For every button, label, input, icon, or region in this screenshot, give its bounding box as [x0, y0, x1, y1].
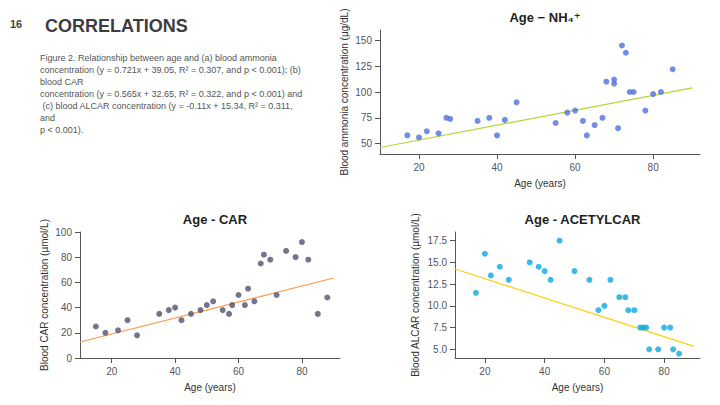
- svg-text:5.0: 5.0: [433, 344, 447, 355]
- svg-text:60: 60: [570, 162, 582, 173]
- svg-text:Blood ALCAR concentration (µmo: Blood ALCAR concentration (µmol/L): [410, 213, 421, 377]
- svg-text:Age - ACETYLCAR: Age - ACETYLCAR: [525, 212, 641, 227]
- svg-text:150: 150: [355, 35, 372, 46]
- svg-text:16: 16: [10, 18, 22, 30]
- svg-text:blood CAR: blood CAR: [40, 77, 84, 87]
- svg-text:60: 60: [233, 366, 245, 377]
- svg-text:Figure 2. Relationship between: Figure 2. Relationship between age and (…: [40, 53, 279, 63]
- svg-text:Blood CAR concentration (µmol/: Blood CAR concentration (µmol/L): [39, 219, 50, 371]
- svg-text:12.5: 12.5: [428, 279, 448, 290]
- svg-text:20: 20: [106, 366, 118, 377]
- svg-text:10.0: 10.0: [428, 300, 448, 311]
- svg-text:40: 40: [61, 302, 73, 313]
- svg-text:17.5: 17.5: [428, 235, 448, 246]
- svg-text:60: 60: [599, 366, 611, 377]
- svg-text:concentration (y = 0.721x + 39: concentration (y = 0.721x + 39.05, R² = …: [40, 65, 303, 75]
- svg-text:75: 75: [361, 112, 373, 123]
- svg-text:0: 0: [66, 353, 72, 364]
- svg-text:Age - CAR: Age - CAR: [183, 212, 248, 227]
- svg-text:Blood ammonia concentration (µ: Blood ammonia concentration (µg/dL): [339, 9, 350, 176]
- svg-text:Age (years): Age (years): [552, 382, 604, 393]
- svg-text:100: 100: [55, 227, 72, 238]
- svg-text:125: 125: [355, 61, 372, 72]
- svg-text:7.5: 7.5: [433, 322, 447, 333]
- svg-text:concentration (y = 0.565x + 32: concentration (y = 0.565x + 32.65, R² = …: [40, 89, 302, 99]
- svg-text:40: 40: [492, 162, 504, 173]
- svg-text:20: 20: [413, 162, 425, 173]
- svg-text:40: 40: [170, 366, 182, 377]
- svg-text:Age (years): Age (years): [184, 382, 236, 393]
- svg-text:(c) blood ALCAR concentration: (c) blood ALCAR concentration (y = -0.11…: [40, 101, 295, 111]
- svg-text:20: 20: [479, 366, 491, 377]
- svg-text:Age (years): Age (years): [514, 178, 566, 189]
- svg-text:p < 0.001).: p < 0.001).: [40, 125, 83, 135]
- svg-text:80: 80: [296, 366, 308, 377]
- svg-text:CORRELATIONS: CORRELATIONS: [45, 16, 188, 36]
- svg-text:40: 40: [539, 366, 551, 377]
- svg-text:Age − NH₄⁺: Age − NH₄⁺: [509, 10, 580, 25]
- svg-text:and: and: [40, 113, 55, 123]
- svg-text:60: 60: [61, 277, 73, 288]
- svg-text:80: 80: [659, 366, 671, 377]
- svg-text:15.0: 15.0: [428, 257, 448, 268]
- svg-text:80: 80: [61, 252, 73, 263]
- svg-text:80: 80: [648, 162, 660, 173]
- svg-text:20: 20: [61, 327, 73, 338]
- svg-text:50: 50: [361, 138, 373, 149]
- svg-text:100: 100: [355, 87, 372, 98]
